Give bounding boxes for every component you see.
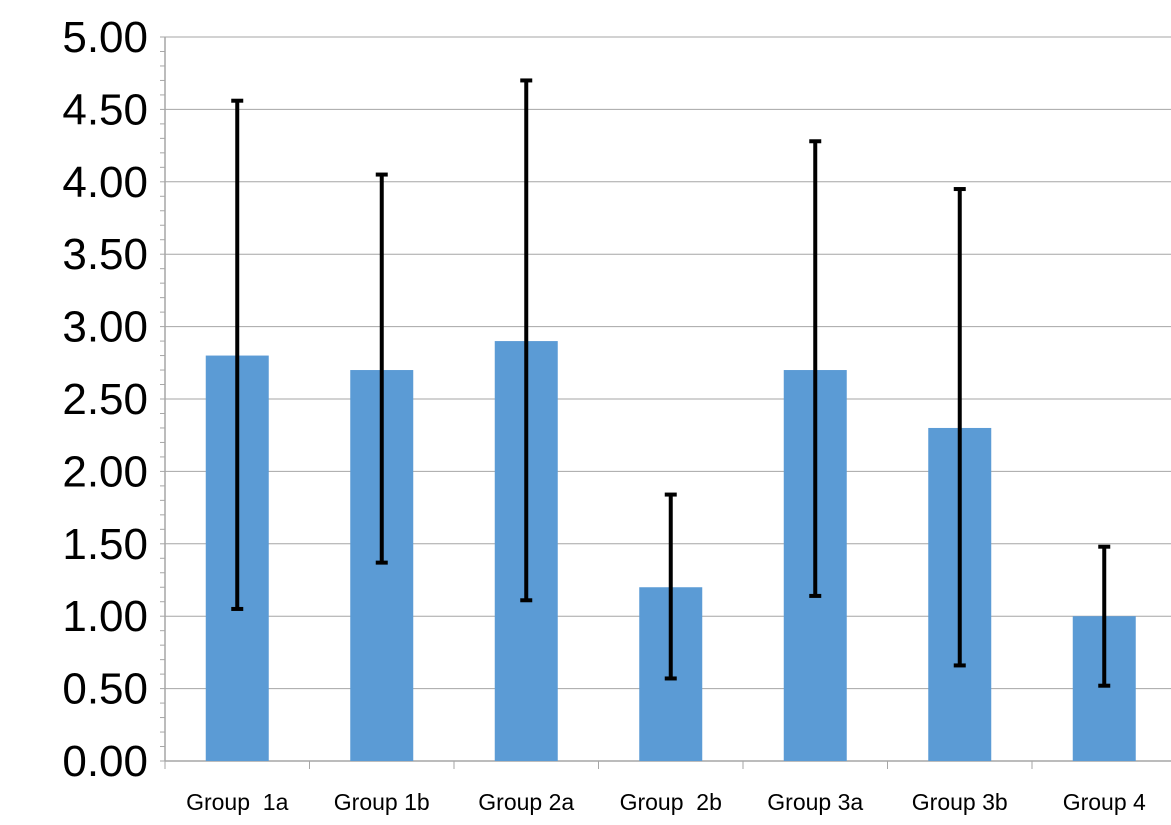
y-tick-label: 0.00 bbox=[62, 737, 148, 786]
gridlines bbox=[165, 36, 1171, 690]
error-bars bbox=[231, 78, 1111, 688]
y-tick-label: 3.50 bbox=[62, 230, 148, 279]
x-tick-label: Group 4 bbox=[1063, 789, 1146, 815]
y-tick-label: 3.00 bbox=[62, 303, 148, 352]
y-tick-label: 4.00 bbox=[62, 158, 148, 207]
y-axis-tick-labels: 0.00 0.50 1.00 1.50 2.00 2.50 3.00 3.50 4.00 4.50… bbox=[62, 13, 148, 786]
y-tick-label: 1.50 bbox=[62, 520, 148, 569]
y-tick-label: 0.50 bbox=[62, 665, 148, 714]
x-tick-label: Group 2b bbox=[620, 789, 722, 815]
y-tick-label: 5.00 bbox=[62, 13, 148, 62]
x-axis-tick-labels: Group 1a Group 1b Group 2a Group 2b Group 3a… bbox=[186, 789, 1146, 815]
y-tick-label: 1.00 bbox=[62, 592, 148, 641]
y-tick-label: 2.50 bbox=[62, 375, 148, 424]
x-tick-label: Group 1a bbox=[186, 789, 288, 815]
x-tick-label: Group 3a bbox=[767, 789, 863, 815]
y-tick-label: 4.50 bbox=[62, 85, 148, 134]
y-tick-label: 2.00 bbox=[62, 447, 148, 496]
x-tick-label: Group 3b bbox=[912, 789, 1008, 815]
x-tick-label: Group 1b bbox=[334, 789, 430, 815]
x-tick-label: Group 2a bbox=[478, 789, 574, 815]
